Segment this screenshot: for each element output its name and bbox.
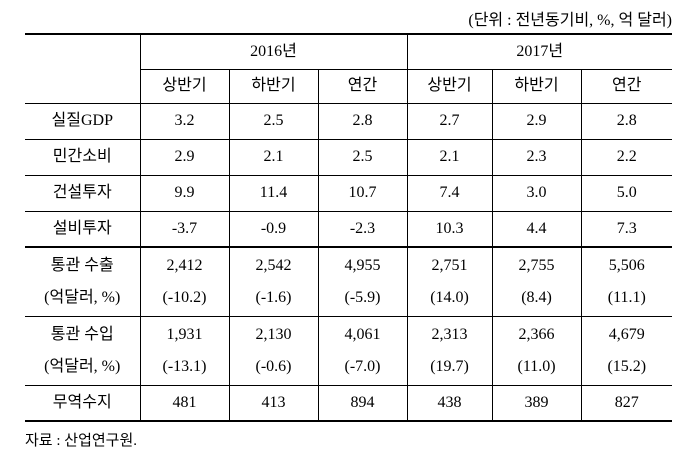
- row-label-main: 통관 수출: [50, 256, 114, 274]
- cell: 2.8: [580, 102, 673, 140]
- row-label: 무역수지: [25, 384, 141, 421]
- cell: 2,130 (-0.6): [228, 315, 319, 386]
- cell: 2,542 (-1.6): [228, 246, 319, 317]
- cell: 2.3: [491, 138, 582, 176]
- cell-subvalue: (11.0): [517, 357, 556, 375]
- row-real-gdp: 실질GDP 3.2 2.5 2.8 2.7 2.9 2.8: [25, 102, 673, 140]
- cell: -0.9: [228, 210, 319, 248]
- cell-value: 2,755: [518, 256, 555, 274]
- cell: 2.7: [406, 102, 493, 140]
- unit-note: (단위 : 전년동기비, %, 억 달러): [468, 12, 672, 29]
- cell: 438: [406, 384, 493, 421]
- cell-subvalue: (-5.9): [344, 288, 381, 306]
- corner-empty-cell: [25, 34, 141, 104]
- source-note: 자료 : 산업연구원.: [25, 433, 138, 449]
- row-label: 민간소비: [25, 138, 141, 176]
- cell: 4,679 (15.2): [580, 315, 673, 386]
- row-label-main: 통관 수입: [50, 325, 114, 343]
- cell-value: 2,366: [518, 325, 555, 343]
- row-customs-imports: 통관 수입 (억달러, %) 1,931 (-13.1) 2,130 (-0.6…: [25, 315, 673, 386]
- cell: 11.4: [228, 174, 319, 212]
- row-label: 통관 수출 (억달러, %): [25, 246, 141, 317]
- cell: 2,751 (14.0): [406, 246, 493, 317]
- cell-subvalue: (-7.0): [344, 357, 381, 375]
- row-label: 실질GDP: [25, 102, 141, 140]
- row-label-sub: (억달러, %): [44, 357, 121, 375]
- year-header-2016: 2016년: [139, 34, 408, 70]
- economic-indicators-table: 2016년 2017년 상반기 하반기 연간 상반기 하반기 연간 실질GDP …: [25, 33, 673, 422]
- cell: 2.1: [406, 138, 493, 176]
- row-label-sub: (억달러, %): [44, 288, 121, 306]
- period-header-2016-h1: 상반기: [140, 68, 230, 104]
- cell-value: 2,313: [431, 325, 468, 343]
- cell: 894: [317, 384, 408, 421]
- cell: 5.0: [580, 174, 673, 212]
- cell: 10.3: [406, 210, 493, 248]
- row-label: 건설투자: [25, 174, 141, 212]
- cell-value: 4,061: [344, 325, 381, 343]
- row-label: 설비투자: [25, 210, 141, 248]
- cell: 2.2: [580, 138, 673, 176]
- cell-subvalue: (-1.6): [255, 288, 292, 306]
- cell: 481: [139, 384, 230, 421]
- cell: 7.4: [406, 174, 493, 212]
- row-label: 통관 수입 (억달러, %): [25, 315, 141, 386]
- cell-value: 4,679: [608, 325, 645, 343]
- cell-value: 2,412: [166, 256, 203, 274]
- cell: 2,366 (11.0): [491, 315, 582, 386]
- cell-subvalue: (14.0): [430, 288, 469, 306]
- cell: 827: [580, 384, 673, 421]
- cell: -3.7: [139, 210, 230, 248]
- cell-subvalue: (15.2): [607, 357, 647, 375]
- cell-value: 2,542: [255, 256, 292, 274]
- cell-subvalue: (-10.2): [162, 288, 207, 306]
- cell: 9.9: [139, 174, 230, 212]
- cell-value: 2,130: [255, 325, 292, 343]
- cell: 4.4: [491, 210, 582, 248]
- cell: 2.8: [317, 102, 408, 140]
- period-header-2017-h1: 상반기: [406, 68, 493, 104]
- cell: 5,506 (11.1): [580, 246, 673, 317]
- period-header-2017-h2: 하반기: [491, 68, 582, 104]
- cell: 2.9: [139, 138, 230, 176]
- period-header-2017-annual: 연간: [580, 68, 673, 104]
- period-header-2016-h2: 하반기: [228, 68, 319, 104]
- year-header-2017: 2017년: [406, 34, 673, 70]
- cell: 2.5: [228, 102, 319, 140]
- cell-value: 4,955: [344, 256, 381, 274]
- cell: 10.7: [317, 174, 408, 212]
- year-header-row: 2016년 2017년: [25, 34, 673, 104]
- row-customs-exports: 통관 수출 (억달러, %) 2,412 (-10.2) 2,542 (-1.6…: [25, 246, 673, 317]
- cell-subvalue: (11.1): [607, 288, 646, 306]
- cell-value: 2,751: [431, 256, 468, 274]
- period-header-2016-annual: 연간: [317, 68, 408, 104]
- cell: 2.1: [228, 138, 319, 176]
- cell-value: 1,931: [166, 325, 203, 343]
- cell: 1,931 (-13.1): [139, 315, 230, 386]
- row-facility-investment: 설비투자 -3.7 -0.9 -2.3 10.3 4.4 7.3: [25, 210, 673, 248]
- cell: 4,061 (-7.0): [317, 315, 408, 386]
- cell: 389: [491, 384, 582, 421]
- cell: 413: [228, 384, 319, 421]
- cell-subvalue: (19.7): [430, 357, 469, 375]
- cell: 2,412 (-10.2): [139, 246, 230, 317]
- cell: -2.3: [317, 210, 408, 248]
- row-private-consumption: 민간소비 2.9 2.1 2.5 2.1 2.3 2.2: [25, 138, 673, 176]
- cell: 2.9: [491, 102, 582, 140]
- cell-subvalue: (8.4): [521, 288, 552, 306]
- row-construction-investment: 건설투자 9.9 11.4 10.7 7.4 3.0 5.0: [25, 174, 673, 212]
- cell: 3.2: [139, 102, 230, 140]
- cell: 2.5: [317, 138, 408, 176]
- cell: 3.0: [491, 174, 582, 212]
- cell: 2,755 (8.4): [491, 246, 582, 317]
- cell-subvalue: (-13.1): [162, 357, 207, 375]
- cell-subvalue: (-0.6): [255, 357, 292, 375]
- cell-value: 5,506: [608, 256, 645, 274]
- cell: 2,313 (19.7): [406, 315, 493, 386]
- cell: 4,955 (-5.9): [317, 246, 408, 317]
- cell: 7.3: [580, 210, 673, 248]
- row-trade-balance: 무역수지 481 413 894 438 389 827: [25, 384, 673, 421]
